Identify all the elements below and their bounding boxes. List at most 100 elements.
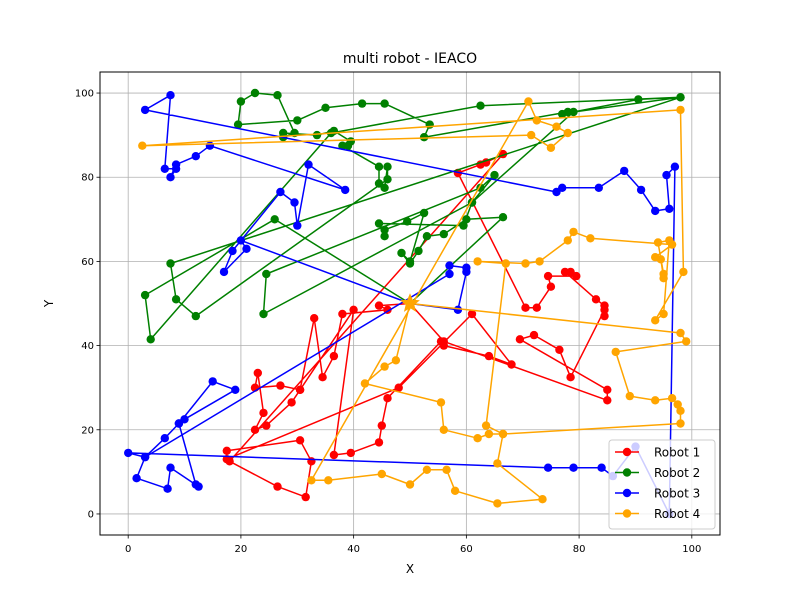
depot-star	[400, 293, 420, 312]
robot-1-point	[467, 309, 477, 319]
robot-1-point	[560, 267, 570, 277]
robot-4-point	[552, 122, 561, 131]
robot-3-point	[163, 484, 172, 493]
robot-2-point	[357, 99, 367, 108]
robot-3-point	[219, 267, 229, 277]
robot-3-point	[191, 152, 200, 161]
robot-2-point	[419, 208, 429, 218]
robot-3-point	[171, 164, 181, 173]
robot-3-point	[293, 221, 302, 230]
robot-1-point	[307, 457, 316, 466]
robot-1-point	[383, 394, 392, 403]
robot-3-point	[304, 160, 313, 169]
robot-1-point	[301, 492, 310, 502]
robot-1-point	[507, 360, 516, 369]
x-tick-label: 40	[347, 544, 360, 555]
x-tick-label: 80	[573, 544, 586, 555]
legend-box	[608, 439, 716, 530]
robot-3-point	[132, 474, 141, 483]
ticks: 0 20 40 60 80 100 0 20 40 60 80 100	[75, 89, 701, 555]
x-axis-title: X	[406, 562, 414, 576]
legend-label: Robot 1	[654, 446, 700, 460]
robot-3-point	[341, 185, 350, 195]
robot-1-point	[259, 408, 268, 418]
robot-1-point	[529, 330, 539, 340]
robot-3-point	[620, 166, 629, 176]
robot-2-point	[380, 183, 389, 192]
robot-2-point	[140, 290, 150, 300]
robot-1-point	[295, 436, 305, 445]
robot-4-point	[611, 347, 620, 357]
robot-2-point	[146, 335, 155, 344]
robot-4-point	[481, 421, 491, 430]
robot-1-point	[287, 398, 296, 407]
robot-4-point	[535, 257, 544, 266]
robot-4-point	[473, 434, 482, 443]
robot-1-point	[222, 446, 231, 455]
y-tick-label: 0	[88, 509, 94, 520]
robot-4-point	[377, 469, 386, 479]
x-tick-label: 0	[125, 544, 131, 555]
legend-label: Robot 3	[654, 487, 700, 501]
robot-3-point	[445, 261, 454, 270]
robot-2-point	[422, 232, 432, 241]
robot-1-point	[546, 282, 556, 291]
robot-2-point	[236, 97, 246, 106]
robot-2-point	[403, 217, 412, 226]
robot-1-point	[338, 309, 347, 319]
legend-label: Robot 2	[654, 466, 700, 480]
robot-3-series	[124, 91, 680, 519]
robot-4-point	[493, 459, 502, 468]
robot-1-point	[225, 457, 234, 466]
legend-marker	[622, 447, 632, 457]
robot-4-point	[569, 227, 578, 237]
robot-3-point	[594, 183, 603, 192]
chart-title: multi robot - IEACO	[343, 51, 477, 67]
robot-3-point	[290, 198, 299, 207]
robot-4-point	[527, 130, 536, 140]
robot-2-point	[405, 257, 415, 266]
robot-1-point	[603, 385, 612, 394]
robot-3-point	[236, 236, 246, 245]
series-layer	[124, 88, 691, 519]
robot-3-point	[174, 419, 184, 428]
robot-4-point	[563, 236, 572, 245]
robot-3-point	[242, 244, 251, 253]
robot-4-point	[676, 419, 685, 428]
x-tick-label: 100	[682, 544, 701, 555]
robot-3-point	[651, 206, 660, 216]
robot-2-point	[414, 246, 423, 256]
robot-1-point	[276, 381, 285, 390]
robot-3-point	[453, 305, 463, 314]
y-tick-label: 60	[81, 257, 94, 268]
robot-4-point	[138, 141, 147, 150]
robot-3-point	[208, 377, 217, 386]
robot-3-point	[166, 463, 175, 472]
robot-1-point	[603, 396, 612, 405]
robot-1-point	[374, 301, 384, 310]
robot-4-point	[673, 400, 682, 409]
robot-2-point	[279, 128, 288, 138]
robot-4-point	[659, 309, 668, 319]
robot-3-point	[665, 204, 674, 213]
robot-4-point	[521, 259, 530, 268]
x-tick-label: 20	[235, 544, 248, 555]
robot-4-point	[676, 328, 685, 338]
robot-1-point	[532, 303, 541, 312]
plot-frame	[99, 71, 721, 536]
robot-4-point	[659, 274, 668, 283]
robot-4-point	[501, 259, 510, 268]
robot-3-point	[194, 482, 203, 491]
robot-2-point	[462, 215, 471, 224]
robot-1-point	[543, 271, 553, 281]
robot-3-point	[231, 385, 240, 394]
robot-3-point	[124, 448, 133, 458]
robot-2-point	[166, 259, 175, 268]
legend-marker	[622, 468, 632, 477]
robot-2-point	[676, 93, 685, 102]
robot-3-point	[569, 463, 578, 472]
robot-1-point	[253, 368, 262, 378]
robot-4-point	[498, 429, 508, 439]
robot-2-point	[259, 309, 268, 319]
robot-1-point	[484, 351, 494, 361]
